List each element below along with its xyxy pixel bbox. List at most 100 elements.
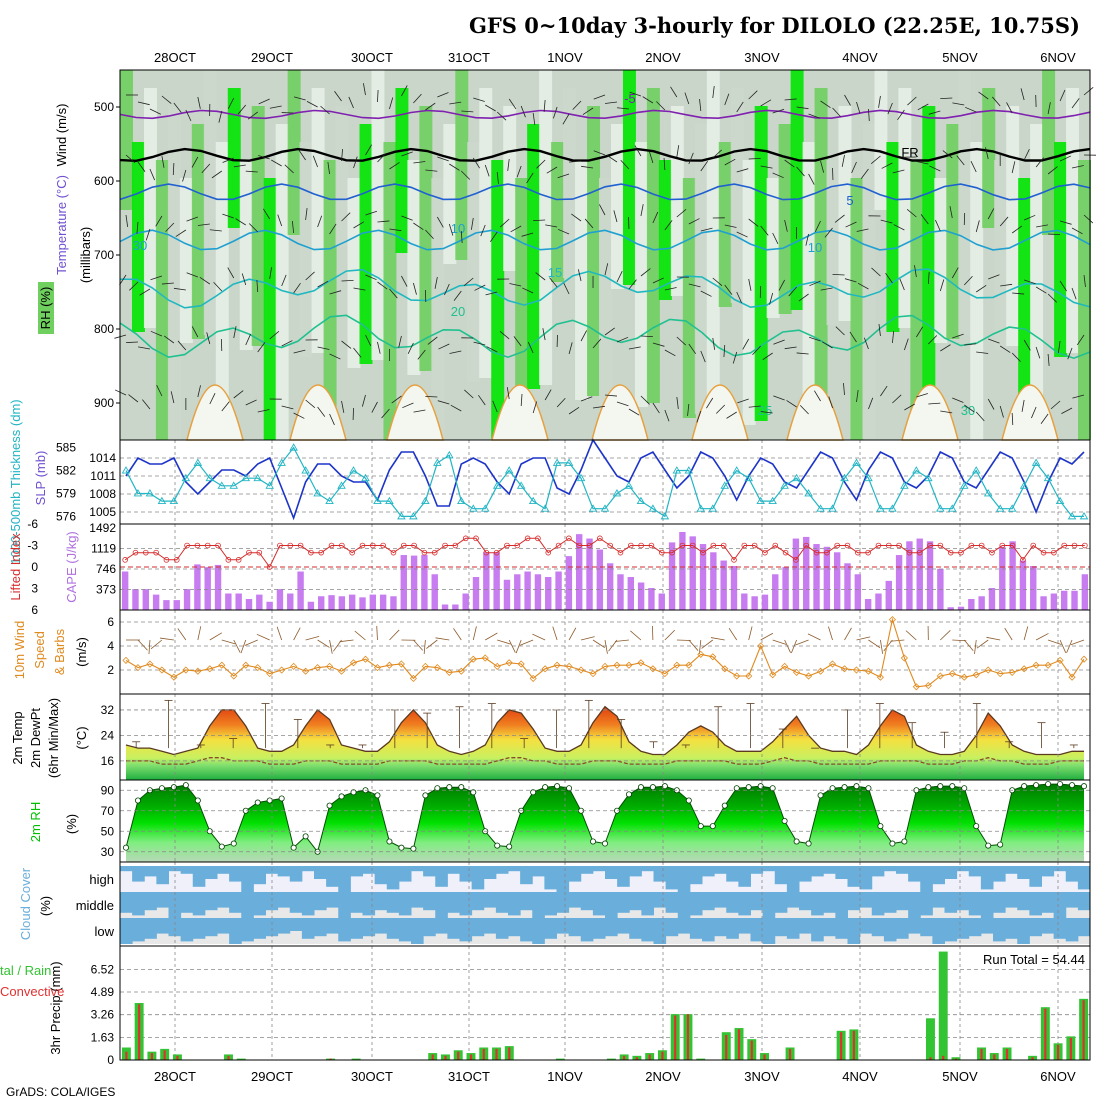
wind-barb	[809, 280, 821, 287]
wind-barb	[353, 347, 362, 358]
cape-bar	[1009, 541, 1016, 610]
rh-marker	[170, 784, 177, 791]
cloud-cell	[374, 892, 388, 911]
wind-barb-10m	[233, 639, 241, 653]
wind-barb	[1023, 339, 1031, 351]
rh-streak	[982, 88, 996, 228]
wind-barb	[170, 391, 175, 404]
thickness-marker	[948, 504, 957, 512]
wind-barb	[320, 105, 330, 115]
wind10-marker	[385, 661, 394, 669]
cape-bar	[658, 593, 665, 610]
wind-barb	[401, 275, 408, 287]
wind-barb-10m	[698, 639, 702, 654]
cloud-cell	[289, 892, 303, 913]
wind-barb	[808, 113, 820, 119]
wind-barb	[814, 220, 821, 232]
cloud-cell	[192, 892, 206, 916]
thickness-marker	[708, 504, 718, 512]
wind-barb	[222, 213, 234, 219]
thickness-marker	[169, 496, 179, 505]
rh-streak	[814, 88, 828, 428]
wind-barb	[213, 281, 223, 292]
cloud-cell	[786, 866, 800, 892]
precip-conv-bar	[176, 1055, 179, 1060]
wind-barb	[951, 267, 959, 279]
wind10-marker	[745, 672, 753, 680]
cloud-cell	[1065, 892, 1079, 908]
cloud-cell	[120, 866, 133, 872]
cloud-cell	[483, 892, 497, 908]
wind-barb	[293, 96, 306, 101]
cloud-cell	[677, 892, 691, 918]
precip-conv-bar	[674, 1015, 677, 1060]
wind10-marker	[134, 664, 142, 672]
cloud-cell	[920, 918, 933, 937]
lifted-marker	[535, 535, 541, 542]
wind-barb-10m	[413, 639, 424, 651]
lifted-marker	[462, 535, 469, 542]
lifted-marker	[1051, 549, 1057, 556]
thickness-marker	[588, 504, 598, 512]
lifted-marker	[772, 542, 779, 549]
date-label-bottom: 2NOV	[645, 1069, 681, 1084]
thickness-tick-label: 579	[56, 486, 76, 500]
rh-streak	[575, 160, 589, 400]
rh-marker	[398, 844, 405, 851]
slp-tick-label: 1008	[89, 487, 116, 501]
wind-barb	[856, 101, 861, 114]
wind-barb	[999, 345, 1011, 353]
wind-barb	[796, 166, 805, 177]
cloud-cell	[253, 918, 266, 939]
precip-conv-bar	[980, 1048, 983, 1060]
cloud-cell	[180, 866, 194, 874]
lifted-marker	[380, 542, 386, 549]
lifted-marker	[813, 549, 820, 556]
cloud-cell	[677, 866, 691, 892]
wind-barb	[206, 332, 211, 345]
rh-streak	[527, 124, 541, 389]
cape-bar	[369, 594, 377, 610]
wind-barb	[784, 98, 797, 101]
rh-streak	[263, 178, 277, 440]
wind-barb	[742, 338, 750, 350]
rh-marker	[973, 823, 980, 830]
wind-barb	[341, 279, 354, 282]
wind-barb	[136, 221, 139, 234]
rh-streak	[407, 160, 421, 375]
lifted-marker	[287, 542, 294, 549]
wind-barb	[1040, 413, 1049, 424]
cape-bar	[297, 571, 304, 610]
cloud-cell	[786, 892, 800, 908]
cloud-cell	[908, 918, 921, 934]
wind-barb	[773, 339, 785, 345]
wind-barb	[772, 232, 779, 244]
cape-bar	[741, 593, 748, 610]
rh-marker	[350, 789, 357, 796]
cloud-cell	[229, 892, 242, 913]
wind-barb	[389, 97, 394, 110]
lifted-marker	[504, 542, 510, 549]
cloud-cell	[677, 918, 691, 934]
wind-barb	[916, 161, 929, 165]
wind-barb	[604, 394, 617, 397]
rh-marker	[326, 802, 333, 809]
wind-barb	[860, 168, 869, 179]
cloud-cell	[1041, 892, 1055, 913]
thickness-marker	[720, 481, 730, 489]
cape-bar	[957, 606, 965, 610]
wind-barb	[305, 399, 316, 409]
credit-text: GrADS: COLA/IGES	[6, 1085, 115, 1099]
lifted-marker	[1071, 542, 1078, 549]
wind-barb	[484, 164, 490, 177]
rh-streak	[503, 106, 517, 271]
wind-barb	[1012, 292, 1025, 295]
wind-barb	[473, 97, 485, 102]
wind-barb	[173, 102, 182, 113]
rh-marker	[877, 823, 884, 830]
cloud-cell	[338, 892, 351, 918]
cape-bar	[132, 589, 139, 610]
wind-barb	[845, 221, 857, 228]
thickness-marker	[684, 466, 694, 474]
cloud-cell	[544, 892, 557, 916]
